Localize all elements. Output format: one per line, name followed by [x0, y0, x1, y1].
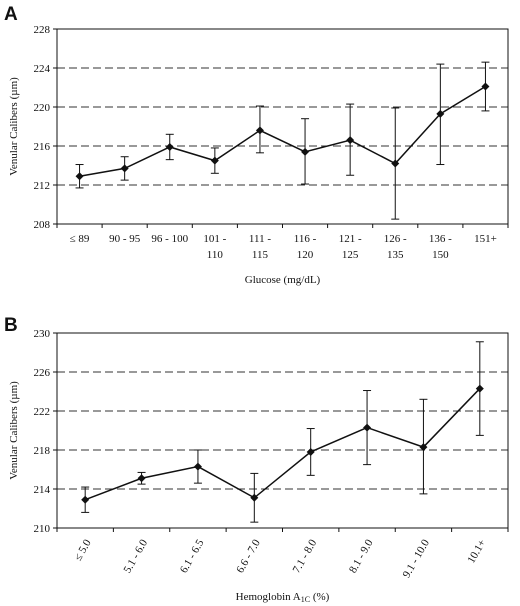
y-tick-label: 224 — [34, 63, 51, 75]
y-tick-label: 230 — [34, 328, 51, 340]
x-tick-label: 116 - — [294, 233, 317, 245]
y-tick-label: 210 — [34, 523, 51, 535]
data-point — [165, 142, 174, 151]
y-tick-label: 218 — [34, 445, 51, 457]
x-tick-label: ≤ 5.0 — [72, 537, 94, 563]
y-axis-label: Venular Calibers (µm) — [8, 77, 20, 176]
y-tick-label: 220 — [34, 102, 51, 114]
data-point — [75, 172, 84, 181]
x-tick-label: 115 — [252, 249, 269, 261]
data-point — [120, 164, 129, 173]
data-point — [81, 495, 90, 504]
x-tick-label: 8.1 - 9.0 — [347, 537, 376, 575]
y-tick-label: 228 — [34, 24, 51, 36]
x-tick-label: 136 - — [429, 233, 452, 245]
x-tick-label: 96 - 100 — [151, 233, 188, 245]
data-point — [193, 462, 202, 471]
data-point — [419, 443, 428, 452]
x-tick-label: 151+ — [474, 233, 497, 245]
panel-letter: A — [4, 4, 18, 25]
x-tick-label: 121 - — [339, 233, 362, 245]
y-tick-label: 216 — [34, 141, 51, 153]
data-point — [436, 109, 445, 118]
data-point — [137, 474, 146, 483]
x-tick-label: 9.1 - 10.0 — [401, 537, 433, 580]
data-point — [301, 147, 310, 156]
y-tick-label: 214 — [34, 484, 51, 496]
x-tick-label: 126 - — [384, 233, 407, 245]
x-tick-label: 120 — [297, 249, 314, 261]
data-point — [255, 126, 264, 135]
x-tick-label: 125 — [342, 249, 359, 261]
x-axis-label: Hemoglobin A1C (%) — [236, 591, 330, 604]
series-line — [84, 388, 481, 501]
data-point — [391, 159, 400, 168]
x-tick-label: 111 - — [249, 233, 271, 245]
data-point — [346, 136, 355, 145]
data-point — [306, 447, 315, 456]
data-point — [363, 423, 372, 432]
panel-a: A 208 212 216 220 224 228 ≤ 89 90 - 95 96 - 100 10… — [4, 4, 509, 286]
x-tick-label: ≤ 89 — [70, 233, 90, 245]
data-point — [250, 493, 259, 502]
y-tick-label: 208 — [34, 219, 51, 231]
x-tick-label: 5.1 - 6.0 — [121, 537, 150, 575]
x-tick-label: 90 - 95 — [109, 233, 141, 245]
x-tick-label: 150 — [432, 249, 449, 261]
panel-b: B 210 214 218 222 226 230 ≤ 5.0 5.1 - 6.0 6.1 - 6… — [4, 315, 509, 604]
x-axis-label: Glucose (mg/dL) — [245, 274, 321, 286]
x-tick-label: 101 - — [203, 233, 226, 245]
series-line — [79, 85, 486, 177]
y-axis-label: Venular Calibers (µm) — [8, 381, 20, 480]
data-point — [210, 156, 219, 165]
data-point — [475, 384, 484, 393]
data-point — [481, 82, 490, 91]
x-tick-label: 110 — [207, 249, 224, 261]
x-tick-label: 6.6 - 7.0 — [234, 537, 263, 575]
y-tick-label: 226 — [34, 367, 51, 379]
x-tick-label: 7.1 - 8.0 — [291, 537, 320, 575]
y-tick-label: 212 — [34, 180, 51, 192]
x-tick-label: 10.1+ — [465, 538, 488, 566]
x-tick-label: 6.1 - 6.5 — [178, 537, 207, 575]
panel-letter: B — [4, 315, 18, 336]
y-tick-label: 222 — [34, 406, 51, 418]
x-tick-label: 135 — [387, 249, 404, 261]
